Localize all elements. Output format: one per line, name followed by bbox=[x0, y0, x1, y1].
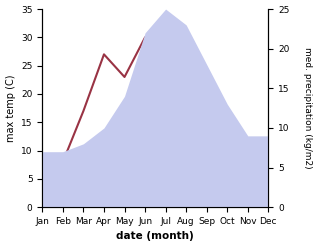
Y-axis label: med. precipitation (kg/m2): med. precipitation (kg/m2) bbox=[303, 47, 313, 169]
Y-axis label: max temp (C): max temp (C) bbox=[5, 74, 16, 142]
X-axis label: date (month): date (month) bbox=[116, 231, 194, 242]
